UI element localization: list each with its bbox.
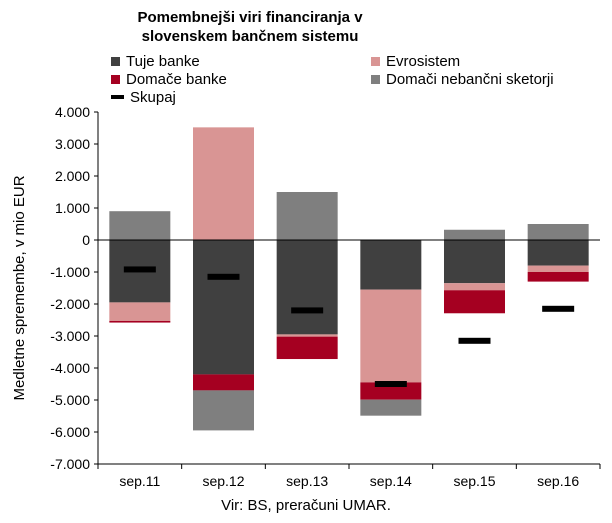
y-tick-label: 4.000	[55, 104, 90, 120]
legend-item-tuje-banke: Tuje banke	[111, 52, 200, 70]
bar-evrosistem-sep.12	[193, 127, 254, 240]
bar-doma-i-neban-ni-sketorji-sep.11	[109, 211, 171, 240]
bar-doma-e-banke-sep.12	[193, 374, 254, 391]
y-tick-label: -3.000	[50, 328, 90, 344]
legend-label: Domači nebančni sketorji	[386, 70, 554, 88]
y-tick-label: 2.000	[55, 168, 90, 184]
legend-item-evrosistem: Evrosistem	[371, 52, 460, 70]
x-tick-label: sep.12	[202, 473, 244, 489]
x-tick-label: sep.15	[453, 473, 495, 489]
legend-swatch	[111, 56, 120, 66]
y-tick-label: -5.000	[50, 392, 90, 408]
y-tick-label: 0	[82, 232, 90, 248]
y-tick-label: 1.000	[55, 200, 90, 216]
bar-tuje-banke-sep.16	[527, 240, 589, 266]
legend-swatch	[371, 74, 380, 84]
x-tick-label: sep.16	[537, 473, 579, 489]
bar-doma-e-banke-sep.16	[527, 272, 589, 282]
y-tick-label: -7.000	[50, 456, 90, 472]
y-tick-label: 3.000	[55, 136, 90, 152]
bar-tuje-banke-sep.12	[193, 240, 254, 375]
total-marker-sep.16	[542, 305, 575, 312]
legend-swatch	[371, 56, 380, 66]
bar-evrosistem-sep.16	[527, 265, 589, 272]
bar-doma-e-banke-sep.15	[444, 290, 505, 314]
bar-tuje-banke-sep.15	[444, 240, 505, 284]
bar-tuje-banke-sep.13	[276, 240, 338, 335]
source-note: Vir: BS, preračuni UMAR.	[221, 497, 391, 514]
bar-doma-i-neban-ni-sketorji-sep.13	[276, 192, 338, 240]
legend-item-domace-banke: Domače banke	[111, 70, 227, 88]
legend-item-domaci-nebancni: Domači nebančni sketorji	[371, 70, 554, 88]
chart-title: Pomembnejši viri financiranja v slovensk…	[137, 9, 363, 45]
bar-evrosistem-sep.14	[360, 289, 422, 383]
legend-label: Domače banke	[126, 70, 227, 88]
legend-label: Skupaj	[130, 88, 176, 106]
bar-doma-e-banke-sep.13	[276, 336, 338, 360]
total-marker-sep.12	[207, 273, 240, 280]
bar-doma-i-neban-ni-sketorji-sep.16	[527, 224, 589, 240]
x-tick-label: sep.13	[286, 473, 328, 489]
chart-legend: Tuje banke Evrosistem Domače banke Domač…	[111, 52, 611, 112]
y-tick-label: -4.000	[50, 360, 90, 376]
legend-swatch	[111, 74, 120, 84]
bar-evrosistem-sep.13	[276, 334, 338, 337]
y-tick-label: -2.000	[50, 296, 90, 312]
y-tick-label: -1.000	[50, 264, 90, 280]
bar-tuje-banke-sep.14	[360, 240, 422, 290]
legend-label: Tuje banke	[126, 52, 200, 70]
total-marker-sep.15	[458, 337, 491, 344]
legend-item-skupaj: Skupaj	[111, 88, 176, 106]
total-marker-sep.11	[123, 266, 156, 273]
legend-line	[111, 95, 124, 99]
bar-evrosistem-sep.11	[109, 302, 171, 321]
x-tick-label: sep.11	[119, 473, 160, 489]
bar-doma-i-neban-ni-sketorji-sep.12	[193, 390, 254, 431]
y-tick-label: -6.000	[50, 424, 90, 440]
bar-doma-e-banke-sep.11	[109, 320, 171, 323]
total-marker-sep.14	[374, 381, 407, 387]
x-tick-label: sep.14	[370, 473, 412, 489]
y-axis-label: Medletne spremembe, v mio EUR	[11, 175, 28, 400]
legend-label: Evrosistem	[386, 52, 461, 70]
bar-doma-i-neban-ni-sketorji-sep.14	[360, 399, 422, 416]
bar-evrosistem-sep.15	[444, 283, 505, 291]
total-marker-sep.13	[291, 307, 324, 314]
bar-doma-i-neban-ni-sketorji-sep.15	[444, 229, 505, 240]
